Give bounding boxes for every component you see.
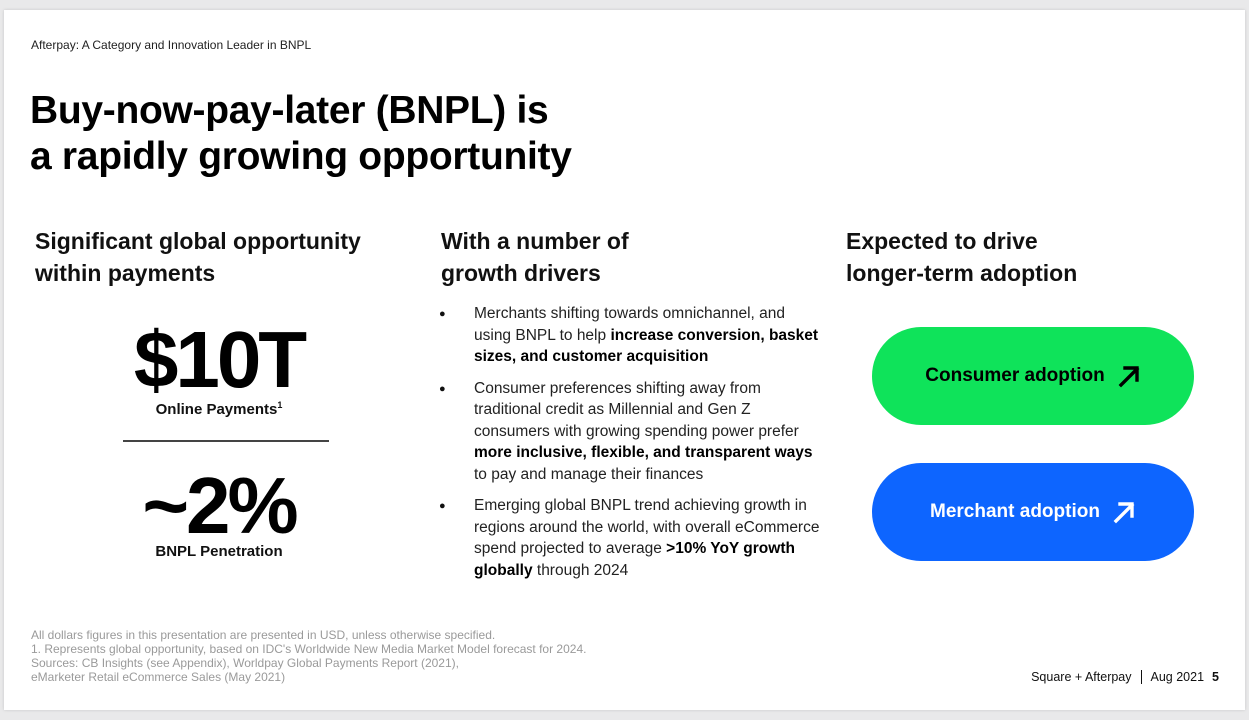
stat-online-payments-label: Online Payments1	[114, 400, 324, 418]
bullet-text: Emerging global BNPL trend achieving gro…	[474, 497, 820, 557]
footnotes: All dollars figures in this presentation…	[31, 628, 586, 684]
footnote-line: Sources: CB Insights (see Appendix), Wor…	[31, 656, 459, 670]
bullet-text: Consumer preferences shifting away from …	[474, 379, 799, 440]
consumer-adoption-label: Consumer adoption	[925, 365, 1105, 386]
slide: Afterpay: A Category and Innovation Lead…	[4, 10, 1245, 710]
right-heading: Expected to drive longer-term adoption	[846, 225, 1146, 289]
page-number: 5	[1212, 670, 1219, 684]
merchant-adoption-label: Merchant adoption	[930, 501, 1100, 522]
consumer-adoption-pill: Consumer adoption	[872, 327, 1194, 425]
footer-date: Aug 2021	[1150, 670, 1205, 684]
list-item: Emerging global BNPL trend achieving gro…	[434, 495, 824, 581]
bullet-bold-text: increase conversion, basket sizes, and c…	[474, 326, 819, 366]
stat-bnpl-penetration-value: ~2%	[142, 461, 298, 550]
left-heading-line-2: within payments	[35, 260, 216, 286]
stat-online-payments-text: Online Payments	[155, 401, 278, 418]
bullet-bold-text: >10% YoY growth globally	[474, 540, 795, 579]
footnote-marker: 1	[277, 400, 283, 410]
left-heading: Significant global opportunity within pa…	[35, 225, 415, 289]
stat-divider	[123, 440, 329, 442]
list-item: Consumer preferences shifting away from …	[434, 378, 824, 486]
right-heading-line-2: longer-term adoption	[846, 260, 1078, 286]
footer-brand: Square + Afterpay	[1031, 670, 1132, 684]
stat-online-payments-value: $10T	[133, 315, 307, 404]
middle-heading-line-1: With a number of	[441, 228, 629, 254]
stat-bnpl-penetration-label: BNPL Penetration	[155, 543, 283, 560]
bullet-text: Merchants shifting towards omnichannel, …	[474, 305, 786, 344]
bullet-bold-text: more inclusive, flexible, and transparen…	[474, 444, 813, 461]
growth-drivers-list: Merchants shifting towards omnichannel, …	[434, 303, 824, 591]
title-line-1: Buy-now-pay-later (BNPL) is	[30, 89, 549, 132]
footnote-line: 1. Represents global opportunity, based …	[31, 642, 587, 656]
arrow-up-right-icon	[1118, 366, 1140, 388]
middle-heading: With a number of growth drivers	[441, 225, 701, 289]
right-heading-line-1: Expected to drive	[846, 228, 1038, 254]
footnote-line: All dollars figures in this presentation…	[31, 628, 496, 642]
arrow-up-right-icon	[1113, 502, 1135, 524]
list-item: Merchants shifting towards omnichannel, …	[434, 303, 824, 368]
left-heading-line-1: Significant global opportunity	[35, 228, 361, 254]
bullet-text: through 2024	[532, 561, 629, 579]
merchant-adoption-pill: Merchant adoption	[872, 463, 1194, 561]
title-line-2: a rapidly growing opportunity	[30, 135, 572, 178]
bullet-text: to pay and manage their finances	[474, 465, 704, 483]
footer-separator	[1140, 670, 1142, 684]
slide-title: Buy-now-pay-later (BNPL) is a rapidly gr…	[30, 88, 572, 180]
slide-footer: Square + Afterpay Aug 2021 5	[1031, 670, 1219, 684]
middle-heading-line-2: growth drivers	[441, 260, 601, 286]
footnote-line: eMarketer Retail eCommerce Sales (May 20…	[31, 670, 286, 684]
slide-eyebrow: Afterpay: A Category and Innovation Lead…	[31, 38, 312, 52]
